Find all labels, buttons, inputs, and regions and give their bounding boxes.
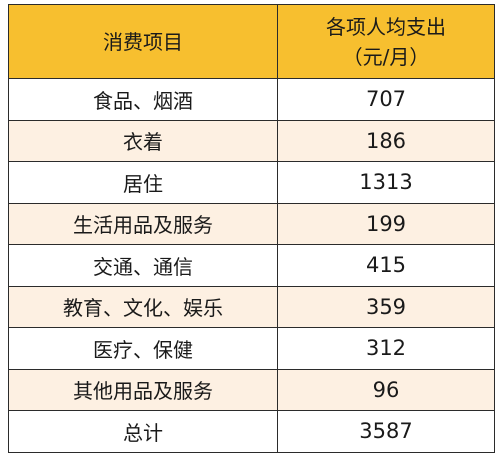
row-value: 415 — [277, 244, 495, 287]
table-row: 其他用品及服务 96 — [8, 368, 495, 411]
table-row: 食品、烟酒 707 — [8, 78, 495, 121]
row-value: 359 — [277, 285, 495, 328]
table-row: 教育、文化、娱乐 359 — [8, 285, 495, 328]
table-row: 医疗、保健 312 — [8, 327, 495, 370]
total-value: 3587 — [277, 410, 495, 453]
row-value: 1313 — [277, 161, 495, 204]
row-value: 96 — [277, 368, 495, 411]
header-amount: 各项人均支出 （元/月） — [277, 4, 495, 79]
header-row: 消费项目 各项人均支出 （元/月） — [8, 4, 495, 79]
header-amount-line2: （元/月） — [342, 44, 430, 69]
table-row: 居住 1313 — [8, 161, 495, 204]
header-item: 消费项目 — [8, 4, 278, 79]
row-item: 交通、通信 — [8, 244, 278, 287]
row-item: 医疗、保健 — [8, 327, 278, 370]
total-row: 总计 3587 — [8, 410, 495, 453]
spending-table: 消费项目 各项人均支出 （元/月） 食品、烟酒 707 衣着 186 居住 13… — [8, 4, 495, 453]
row-item: 教育、文化、娱乐 — [8, 285, 278, 328]
row-value: 312 — [277, 327, 495, 370]
row-item: 其他用品及服务 — [8, 368, 278, 411]
table-row: 生活用品及服务 199 — [8, 202, 495, 245]
table-row: 衣着 186 — [8, 119, 495, 162]
row-value: 186 — [277, 119, 495, 162]
header-amount-line1: 各项人均支出 — [326, 14, 446, 39]
table-row: 交通、通信 415 — [8, 244, 495, 287]
row-item: 衣着 — [8, 119, 278, 162]
row-value: 199 — [277, 202, 495, 245]
row-value: 707 — [277, 78, 495, 121]
row-item: 食品、烟酒 — [8, 78, 278, 121]
row-item: 生活用品及服务 — [8, 202, 278, 245]
total-label: 总计 — [8, 410, 278, 453]
row-item: 居住 — [8, 161, 278, 204]
